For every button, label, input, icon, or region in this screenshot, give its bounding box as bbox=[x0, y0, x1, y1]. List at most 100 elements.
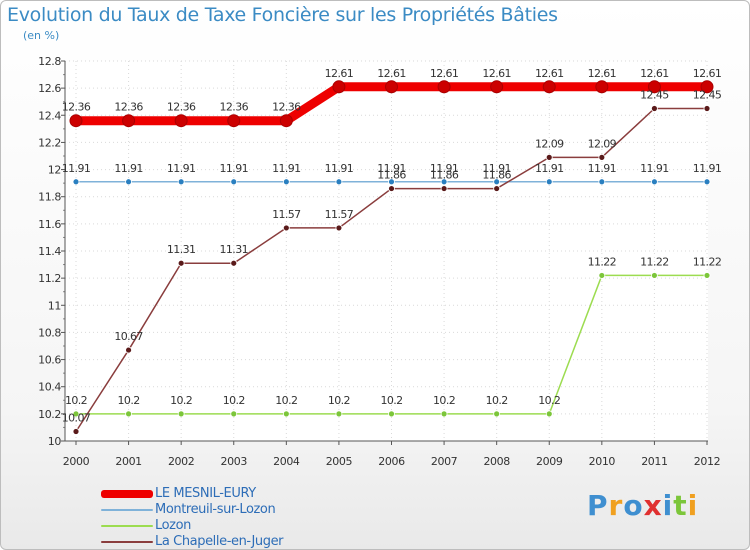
data-point-0 bbox=[332, 80, 346, 94]
x-tick-label: 2004 bbox=[273, 455, 300, 468]
legend-swatch bbox=[101, 525, 153, 527]
data-point-0 bbox=[700, 80, 714, 94]
data-label-0: 12.61 bbox=[430, 67, 459, 80]
legend-label: LE MESNIL-EURY bbox=[155, 486, 256, 501]
x-tick-label: 2003 bbox=[221, 455, 248, 468]
data-point-0 bbox=[595, 80, 609, 94]
legend-item: Montreuil-sur-Lozon bbox=[101, 502, 283, 518]
data-point-2 bbox=[177, 410, 185, 418]
data-point-3 bbox=[177, 259, 185, 267]
data-label-3: 10.07 bbox=[62, 412, 91, 425]
data-label-1: 11.91 bbox=[535, 162, 564, 175]
data-point-0 bbox=[542, 80, 556, 94]
data-point-1 bbox=[440, 178, 448, 186]
legend-label: Montreuil-sur-Lozon bbox=[155, 502, 276, 517]
data-label-3: 11.31 bbox=[220, 243, 249, 256]
data-label-0: 12.36 bbox=[114, 101, 143, 114]
data-label-2: 11.22 bbox=[693, 255, 722, 268]
y-tick-label: 12.4 bbox=[38, 109, 61, 122]
x-tick-label: 2009 bbox=[536, 455, 563, 468]
logo-letter: i bbox=[662, 489, 674, 522]
data-point-0 bbox=[490, 80, 504, 94]
data-label-3: 11.86 bbox=[377, 169, 406, 182]
data-label-3: 11.86 bbox=[430, 169, 459, 182]
x-tick-label: 2007 bbox=[431, 455, 458, 468]
data-point-3 bbox=[493, 185, 501, 192]
data-label-1: 11.91 bbox=[640, 162, 669, 175]
data-label-1: 11.91 bbox=[167, 162, 196, 175]
data-point-3 bbox=[125, 346, 132, 354]
data-point-3 bbox=[230, 259, 238, 267]
chart-subtitle: (en %) bbox=[23, 29, 60, 42]
data-label-0: 12.61 bbox=[377, 67, 406, 80]
data-label-3: 10.67 bbox=[114, 330, 143, 343]
proxiti-logo: Proxiti bbox=[587, 489, 698, 522]
data-label-2: 10.2 bbox=[170, 394, 192, 407]
x-tick-label: 2000 bbox=[63, 455, 90, 468]
data-label-3: 11.57 bbox=[272, 208, 301, 221]
legend-label: Lozon bbox=[155, 518, 191, 533]
y-tick-label: 11 bbox=[48, 299, 61, 312]
data-point-3 bbox=[703, 105, 711, 112]
chart-legend: LE MESNIL-EURY Montreuil-sur-Lozon Lozon La… bbox=[101, 486, 284, 549]
data-point-0 bbox=[174, 114, 188, 128]
data-point-2 bbox=[545, 410, 553, 418]
data-label-0: 12.61 bbox=[588, 67, 617, 80]
data-label-2: 10.2 bbox=[380, 394, 402, 407]
x-tick-label: 2008 bbox=[483, 455, 510, 468]
data-label-2: 10.2 bbox=[65, 394, 87, 407]
data-label-3: 12.09 bbox=[588, 137, 617, 150]
data-point-0 bbox=[385, 80, 398, 94]
data-label-3: 12.09 bbox=[535, 137, 564, 150]
legend-item: Lozon bbox=[101, 518, 283, 534]
data-point-0 bbox=[279, 114, 293, 128]
x-tick-label: 2005 bbox=[326, 455, 353, 468]
data-point-2 bbox=[72, 410, 80, 418]
legend-swatch bbox=[101, 490, 153, 498]
data-label-0: 12.61 bbox=[535, 67, 564, 80]
data-label-1: 11.91 bbox=[482, 162, 511, 175]
y-tick-label: 10.6 bbox=[38, 354, 61, 367]
data-label-1: 11.91 bbox=[325, 162, 354, 175]
y-tick-label: 10.2 bbox=[38, 408, 61, 421]
x-tick-label: 2001 bbox=[115, 455, 141, 468]
x-tick-label: 2002 bbox=[168, 455, 194, 468]
x-tick-label: 2011 bbox=[641, 455, 667, 468]
data-point-3 bbox=[335, 224, 343, 232]
y-tick-label: 10 bbox=[48, 435, 62, 448]
data-point-1 bbox=[651, 178, 658, 186]
data-label-2: 11.22 bbox=[588, 255, 617, 268]
legend-item: La Chapelle-en-Juger bbox=[101, 534, 284, 549]
data-label-0: 12.36 bbox=[62, 101, 91, 114]
data-point-1 bbox=[282, 178, 290, 186]
legend-label: La Chapelle-en-Juger bbox=[155, 534, 284, 549]
data-label-2: 11.22 bbox=[640, 255, 669, 268]
data-point-2 bbox=[440, 410, 448, 418]
data-point-1 bbox=[72, 178, 80, 186]
logo-letter: P bbox=[587, 489, 609, 522]
data-label-3: 12.45 bbox=[640, 89, 669, 102]
data-label-2: 10.2 bbox=[328, 394, 350, 407]
y-tick-label: 11.2 bbox=[38, 272, 61, 285]
logo-letter: x bbox=[643, 489, 663, 522]
data-point-3 bbox=[72, 428, 80, 435]
data-point-0 bbox=[437, 80, 451, 94]
data-point-3 bbox=[282, 224, 290, 232]
data-label-3: 11.31 bbox=[167, 243, 196, 256]
legend-swatch bbox=[101, 541, 153, 543]
data-point-1 bbox=[545, 178, 553, 186]
data-point-1 bbox=[335, 178, 343, 186]
y-tick-label: 12 bbox=[48, 164, 61, 177]
data-label-1: 11.91 bbox=[220, 162, 249, 175]
data-label-1: 11.91 bbox=[114, 162, 143, 175]
data-label-0: 12.61 bbox=[325, 67, 354, 80]
data-point-2 bbox=[282, 410, 290, 418]
data-point-2 bbox=[598, 272, 606, 279]
data-point-1 bbox=[493, 178, 501, 186]
data-label-1: 11.91 bbox=[272, 162, 301, 175]
data-label-1: 11.91 bbox=[693, 162, 722, 175]
data-point-0 bbox=[69, 114, 83, 128]
logo-letter: t bbox=[673, 489, 688, 522]
